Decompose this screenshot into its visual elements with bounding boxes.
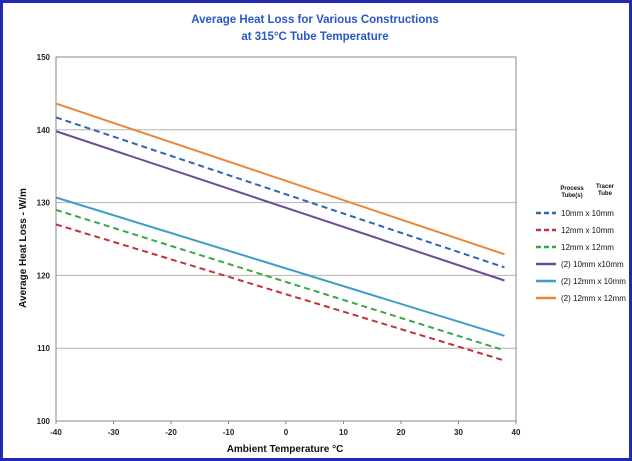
legend-entry-5: (2) 12mm x 12mm — [561, 294, 626, 303]
y-tick-label: 130 — [37, 199, 51, 208]
x-tick-label: -10 — [223, 428, 235, 437]
x-tick-label: -20 — [165, 428, 177, 437]
legend-header-tracer-line-2: Tube — [598, 191, 613, 197]
x-tick-labels: -40 -30 -20 -10 0 10 20 30 40 — [50, 421, 521, 437]
legend-entry-0: 10mm x 10mm — [561, 209, 614, 218]
legend-entry-4: (2) 12mm x 10mm — [561, 277, 626, 286]
y-tick-label: 140 — [37, 126, 51, 135]
chart-title-line-2: at 315°C Tube Temperature — [241, 31, 388, 43]
legend-header-process-line-2: Tube(s) — [561, 193, 582, 199]
series-line-5 — [55, 102, 505, 256]
x-tick-label: -30 — [108, 428, 120, 437]
y-axis-label: Average Heat Loss - W/m — [18, 188, 29, 308]
legend-header-process-line-1: Process — [560, 186, 584, 192]
legend: Process Tube(s) Tracer Tube 10mm x 10mm 1… — [536, 184, 626, 303]
x-tick-label: 40 — [512, 428, 521, 437]
y-tick-label: 120 — [37, 271, 51, 280]
legend-entry-1: 12mm x 10mm — [561, 226, 614, 235]
x-axis-label: Ambient Temperature °C — [227, 444, 344, 455]
x-tick-label: 0 — [284, 428, 289, 437]
y-tick-labels: 100 110 120 130 140 150 — [37, 53, 51, 426]
series-line-4 — [55, 196, 505, 337]
series-line-2 — [55, 208, 505, 352]
series-lines — [55, 102, 505, 362]
chart-title-line-1: Average Heat Loss for Various Constructi… — [191, 14, 439, 26]
series-line-0 — [55, 116, 505, 269]
x-tick-label: -40 — [50, 428, 62, 437]
plot-area — [55, 56, 517, 422]
series-line-1 — [55, 223, 505, 362]
y-tick-label: 150 — [37, 53, 51, 62]
y-tick-label: 110 — [37, 344, 50, 353]
grid-lines — [56, 56, 516, 422]
series-line-3 — [55, 130, 505, 282]
legend-entry-2: 12mm x 12mm — [561, 243, 614, 252]
x-tick-label: 30 — [454, 428, 463, 437]
legend-entry-3: (2) 10mm x10mm — [561, 260, 624, 269]
legend-header-tracer-line-1: Tracer — [596, 184, 615, 190]
x-tick-label: 20 — [397, 428, 406, 437]
y-tick-label: 100 — [37, 417, 51, 426]
x-tick-label: 10 — [339, 428, 348, 437]
